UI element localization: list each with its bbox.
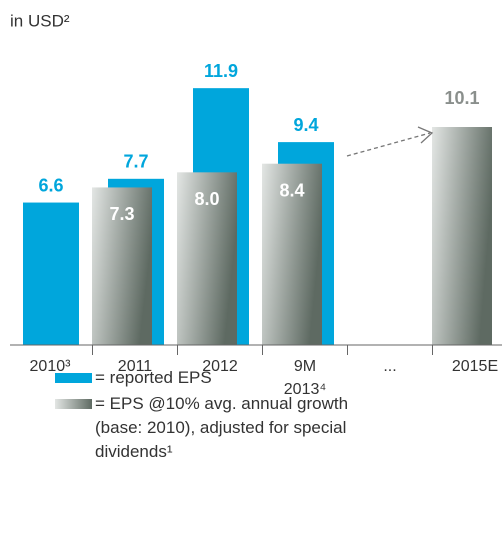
x-tick-label: ... [383, 358, 396, 375]
value-label: 6.6 [38, 175, 63, 195]
legend-swatch [55, 399, 92, 409]
x-tick-label: 9M 2013⁴ [284, 358, 327, 398]
x-tick-label: 2010³ [30, 358, 72, 375]
chart-title: in USD² [10, 11, 70, 30]
legend-prefix: = [95, 368, 105, 387]
trend-arrow [346, 132, 431, 157]
bar [23, 202, 79, 345]
legend-prefix: = [95, 394, 105, 413]
bar [177, 172, 237, 345]
value-label: 8.0 [194, 189, 219, 209]
value-label: 10.1 [444, 88, 479, 108]
legend-label: = EPS @10% avg. annual growth (base: 201… [95, 392, 355, 464]
value-label: 8.4 [279, 180, 304, 200]
value-label: 7.7 [123, 152, 148, 172]
value-label: 7.3 [109, 204, 134, 224]
x-tick-label: 2015E [452, 358, 498, 375]
bar [432, 127, 492, 345]
legend-label: = reported EPS [95, 366, 355, 390]
bar [262, 163, 322, 345]
bar [92, 187, 152, 345]
value-label: 9.4 [293, 115, 318, 135]
x-tick-label: 2011 [118, 358, 153, 375]
legend-text: reported EPS [109, 368, 212, 387]
legend-swatch [55, 373, 92, 383]
value-label: 11.9 [204, 61, 238, 81]
arrow-head [417, 126, 434, 144]
legend-text: EPS @10% avg. annual growth (base: 2010)… [95, 394, 349, 461]
x-tick-label: 2012 [202, 358, 238, 375]
